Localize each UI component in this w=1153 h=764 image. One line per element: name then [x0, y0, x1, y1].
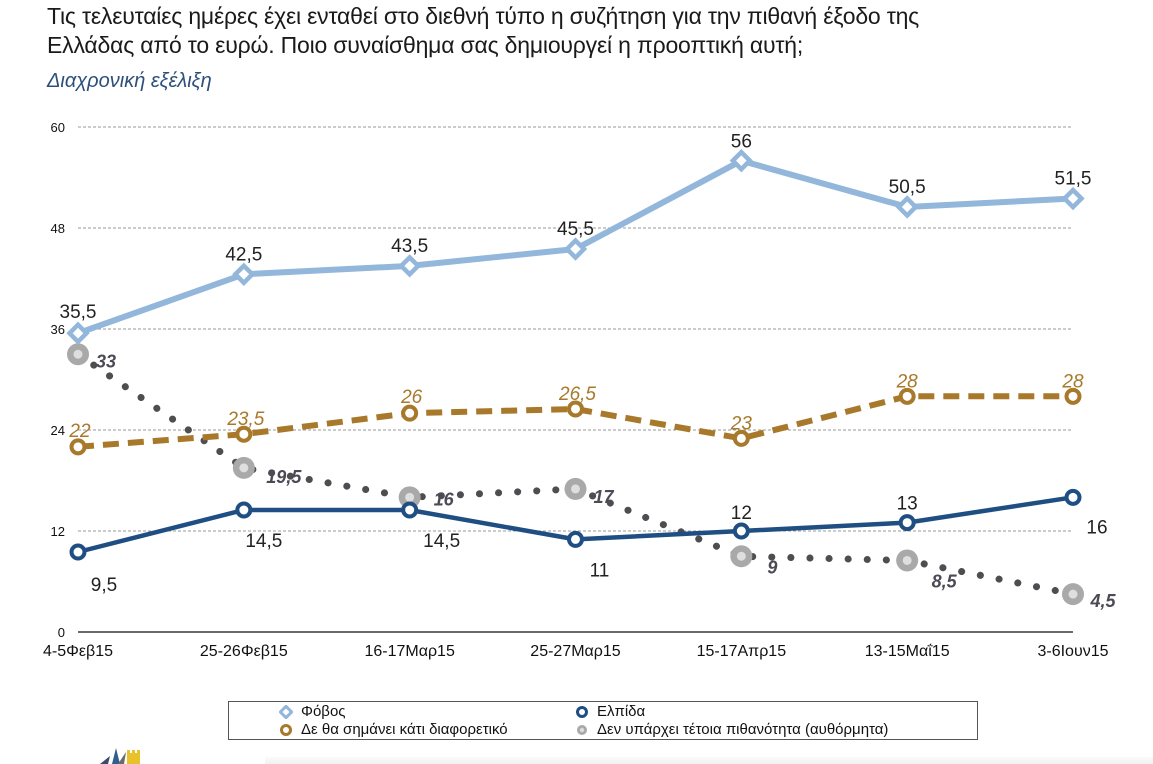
series-0	[66, 148, 1085, 345]
circle-marker-icon	[577, 724, 587, 735]
data-label: 17	[593, 487, 614, 507]
data-label: 42,5	[225, 244, 262, 265]
legend-item-elpida: Ελπίδα	[575, 703, 645, 720]
data-label: 23,5	[226, 409, 264, 430]
data-point	[898, 514, 916, 532]
circle-marker-icon	[280, 723, 292, 736]
x-axis-ticks: 4-5Φεβ15 25-26Φεβ15 16-17Μαρ15 25-27Μαρ15 15…	[43, 643, 1109, 660]
data-point-diamond	[895, 195, 919, 219]
y-tick-label: 0	[58, 625, 65, 640]
data-point	[1064, 488, 1082, 506]
y-tick-label: 60	[51, 120, 65, 135]
data-label: 50,5	[889, 177, 926, 198]
data-label: 9	[767, 557, 777, 577]
data-label: 12	[731, 503, 752, 524]
footer-bar	[265, 757, 1153, 764]
series-3	[67, 343, 1084, 606]
y-axis-ticks: 0 12 24 36 48 60	[51, 120, 65, 640]
data-label: 51,5	[1055, 169, 1092, 190]
data-point-center	[239, 463, 249, 473]
legend-label: Φόβος	[301, 703, 346, 720]
data-label: 35,5	[60, 302, 97, 323]
y-tick-label: 48	[51, 221, 65, 236]
x-tick-label: 25-26Φεβ15	[200, 643, 288, 660]
data-label: 56	[731, 132, 752, 153]
y-tick-label: 12	[51, 524, 65, 539]
data-label: 45,5	[557, 219, 594, 240]
chart-title: Τις τελευταίες ημέρες έχει ενταθεί στο δ…	[47, 2, 919, 60]
data-label: 14,5	[245, 531, 282, 552]
data-point-diamond	[397, 254, 422, 278]
data-point	[401, 501, 419, 519]
legend-item-fovos: Φόβος	[279, 703, 346, 720]
data-label: 9,5	[91, 575, 117, 596]
data-point	[69, 438, 87, 456]
data-point	[898, 387, 916, 405]
data-point	[401, 404, 419, 422]
data-point-diamond	[563, 237, 588, 261]
data-point	[69, 543, 87, 561]
data-point-diamond	[1061, 186, 1085, 211]
data-point-center	[902, 555, 912, 565]
legend-label: Ελπίδα	[597, 703, 646, 720]
data-label: 26	[400, 387, 423, 408]
data-label: 13	[897, 494, 918, 515]
data-label: 28	[1061, 371, 1084, 392]
y-tick-label: 36	[51, 322, 65, 337]
data-point-center	[571, 484, 580, 494]
chart-subtitle: Διαχρονική εξέλιξη	[47, 70, 212, 92]
data-point-diamond	[729, 148, 754, 173]
data-label: 19,5	[266, 467, 302, 487]
diamond-marker-icon	[279, 704, 293, 719]
data-label: 23	[730, 413, 753, 434]
line-chart: 0 12 24 36 48 60 4-5Φεβ15 25-26Φεβ15 16-17Μαρ15…	[43, 120, 1117, 660]
data-point	[567, 530, 584, 548]
series-1	[69, 488, 1082, 561]
data-point	[732, 429, 750, 447]
data-point	[235, 501, 253, 519]
data-label: 26,5	[558, 384, 596, 405]
legend-label: Δεν υπάρχει τέτοια πιθανότητα (αυθόρμητα…	[597, 721, 889, 738]
x-tick-label: 13-15Μαΐ15	[865, 643, 950, 660]
title-line-2: Ελλάδας από το ευρώ. Ποιο συναίσθημα σας…	[47, 32, 804, 58]
data-point	[235, 425, 253, 443]
data-point	[732, 522, 750, 540]
x-tick-label: 25-27Μαρ15	[530, 643, 621, 660]
data-label: 14,5	[423, 531, 460, 552]
series-lines	[66, 148, 1085, 606]
logo-icon	[100, 748, 140, 764]
data-point-diamond	[232, 262, 256, 286]
data-label: 16	[434, 489, 455, 509]
data-label: 4,5	[1089, 591, 1116, 611]
data-point-center	[73, 349, 83, 359]
legend-label: Δε θα σημάνει κάτι διαφορετικό	[301, 721, 508, 738]
data-label: 22	[68, 421, 91, 442]
data-labels: 35,5 42,5 43,5 45,5 56 50,5 51,5 9,5 14,5 14,5 11 1…	[60, 132, 1117, 611]
y-tick-label: 24	[51, 423, 65, 438]
legend: Φόβος Δε θα σημάνει κάτι διαφορετικό Ελπ…	[228, 701, 978, 740]
x-tick-label: 3-6Ιουν15	[1037, 643, 1108, 660]
series-2	[69, 387, 1082, 456]
data-point-diamond	[66, 321, 90, 345]
x-tick-label: 4-5Φεβ15	[43, 643, 113, 660]
circle-marker-icon	[576, 705, 588, 718]
legend-item-no-difference: Δε θα σημάνει κάτι διαφορετικό	[279, 721, 508, 738]
x-tick-label: 16-17Μαρ15	[364, 643, 455, 660]
x-tick-label: 15-17Απρ15	[697, 643, 787, 660]
data-point-center	[736, 551, 746, 561]
data-label: 11	[590, 560, 610, 581]
legend-item-no-possibility: Δεν υπάρχει τέτοια πιθανότητα (αυθόρμητα…	[575, 721, 888, 738]
data-point	[1064, 387, 1082, 405]
data-point-center	[405, 492, 415, 502]
data-label: 33	[96, 351, 116, 371]
data-point-center	[1068, 589, 1078, 599]
data-label: 43,5	[391, 236, 428, 257]
data-label: 16	[1086, 517, 1107, 538]
title-line-1: Τις τελευταίες ημέρες έχει ενταθεί στο δ…	[47, 3, 920, 29]
data-label: 28	[896, 371, 919, 392]
grid-lines	[78, 126, 1073, 633]
data-label: 8,5	[932, 571, 958, 591]
data-point	[567, 400, 584, 418]
